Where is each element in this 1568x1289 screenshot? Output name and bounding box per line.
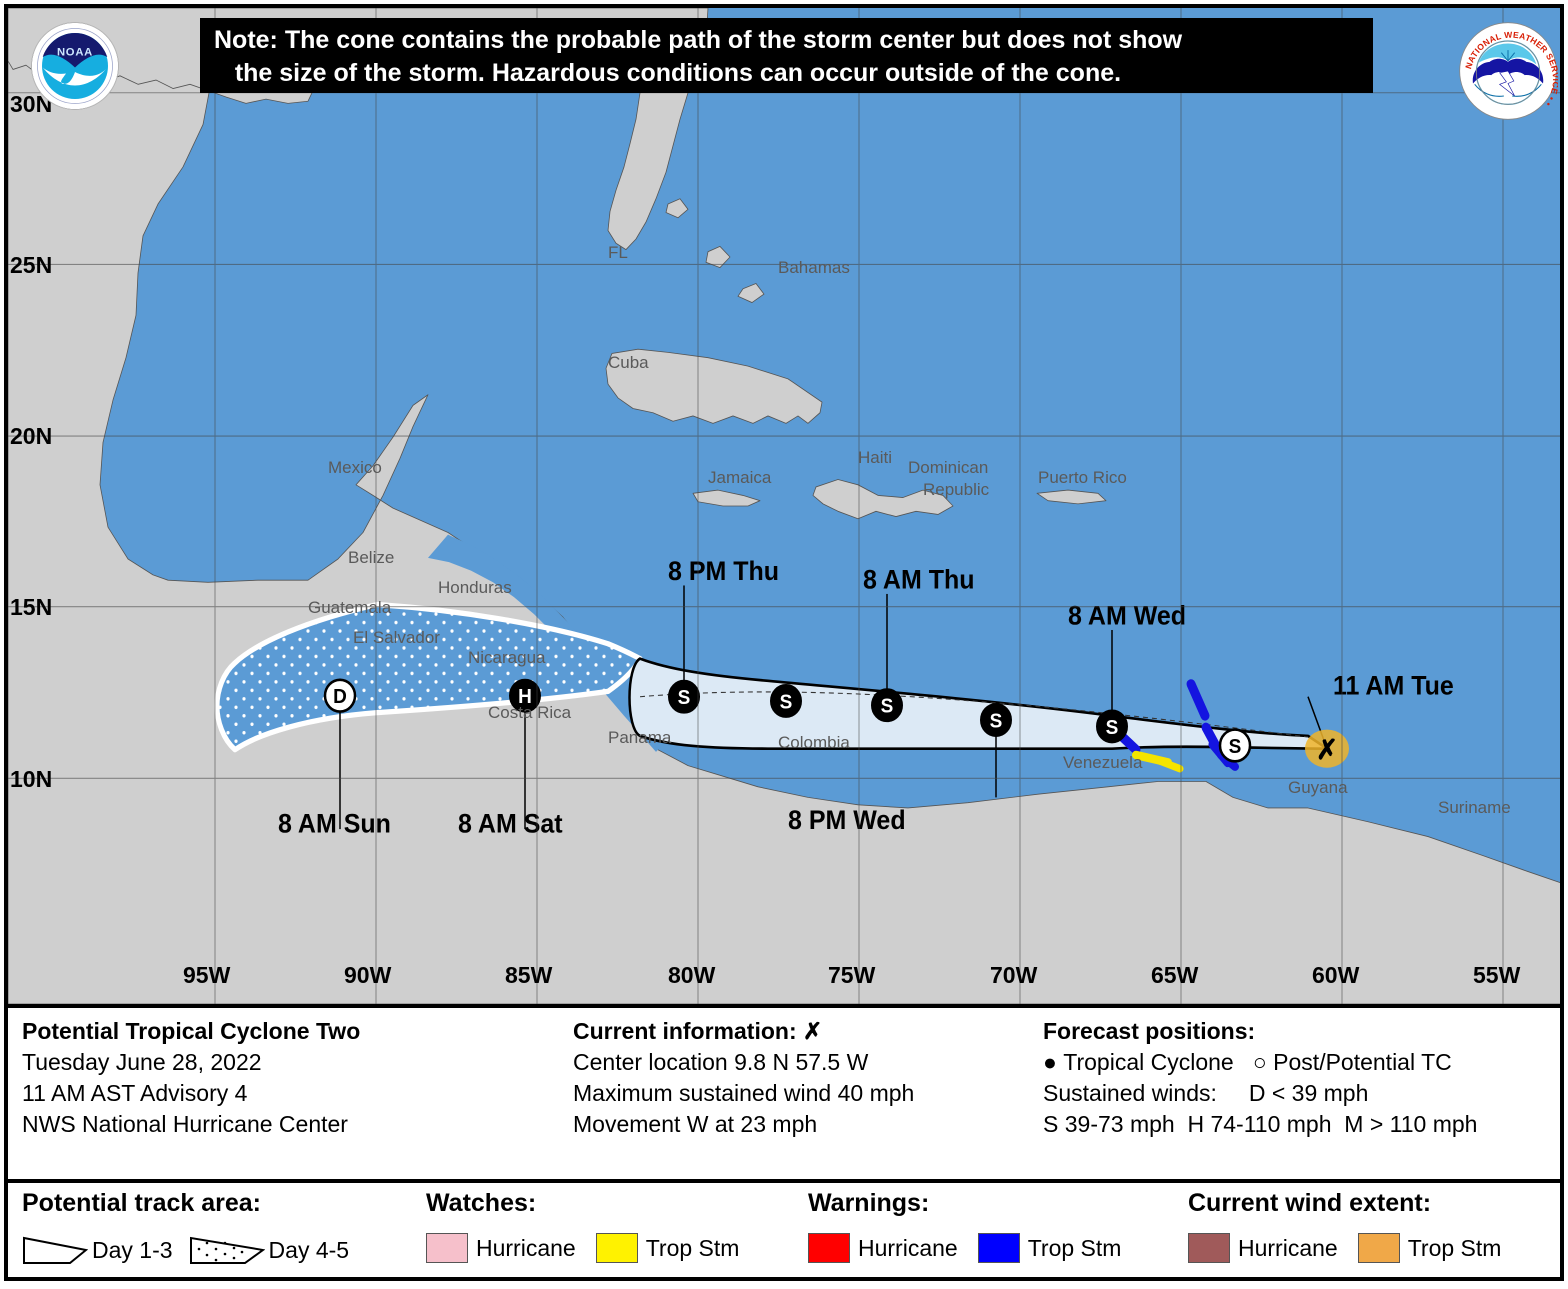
svg-text:✗: ✗	[1316, 735, 1338, 766]
svg-text:8 AM Sat: 8 AM Sat	[458, 810, 563, 839]
svg-text:8 AM Sun: 8 AM Sun	[278, 810, 391, 839]
svg-text:11 AM Tue: 11 AM Tue	[1333, 672, 1454, 701]
svg-text:NOAA: NOAA	[57, 47, 93, 59]
svg-text:8 PM Thu: 8 PM Thu	[668, 558, 779, 587]
svg-text:S: S	[881, 695, 894, 718]
svg-text:S: S	[1106, 716, 1119, 739]
svg-text:S: S	[780, 691, 793, 714]
svg-text:D: D	[333, 686, 347, 709]
svg-text:S: S	[990, 710, 1003, 733]
svg-text:S: S	[678, 687, 691, 710]
svg-text:8 AM Thu: 8 AM Thu	[863, 566, 975, 595]
svg-text:8 PM Wed: 8 PM Wed	[788, 807, 906, 836]
svg-text:S: S	[1229, 735, 1242, 758]
